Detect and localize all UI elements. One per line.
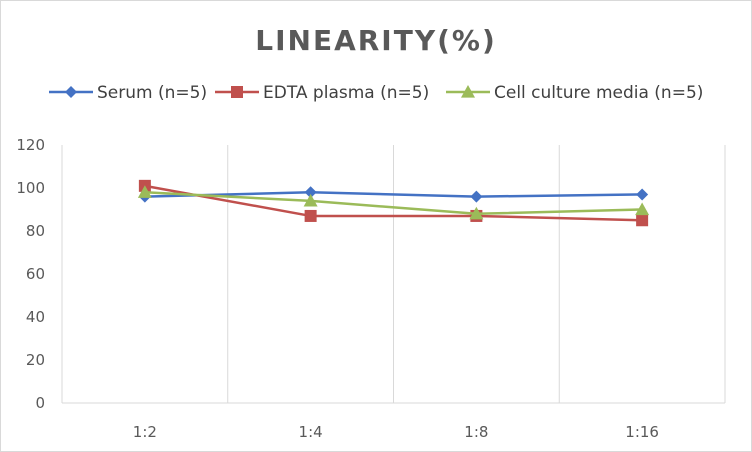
legend-item: Cell culture media (n=5) xyxy=(446,83,703,103)
x-tick-label: 1:2 xyxy=(133,423,157,441)
y-tick-label: 80 xyxy=(26,222,45,240)
chart-title: LINEARITY(%) xyxy=(255,24,497,57)
x-tick-label: 1:16 xyxy=(625,423,659,441)
grid xyxy=(61,145,726,404)
series-line xyxy=(144,191,643,216)
data-point xyxy=(304,209,317,222)
legend-label: Cell culture media (n=5) xyxy=(494,83,703,103)
legend-marker xyxy=(231,86,243,98)
data-point xyxy=(137,185,152,198)
x-tick-label: 1:8 xyxy=(464,423,488,441)
data-point xyxy=(303,193,318,207)
y-axis: 0 20 40 60 80 100 120 xyxy=(16,136,45,412)
series-group xyxy=(137,179,650,227)
legend-item: EDTA plasma (n=5) xyxy=(215,83,429,103)
legend-label: EDTA plasma (n=5) xyxy=(263,83,429,103)
legend-item: Serum (n=5) xyxy=(49,83,207,103)
data-point xyxy=(635,202,650,216)
y-tick-label: 60 xyxy=(26,265,45,283)
data-point xyxy=(469,206,484,220)
data-point xyxy=(636,214,649,227)
y-tick-label: 20 xyxy=(26,351,45,369)
legend-marker xyxy=(461,85,475,98)
data-point xyxy=(304,186,317,199)
legend-marker xyxy=(65,86,77,98)
x-axis: 1:2 1:4 1:8 1:16 xyxy=(133,423,659,441)
y-tick-label: 0 xyxy=(35,394,45,412)
legend: Serum (n=5) EDTA plasma (n=5) Cell culture… xyxy=(49,83,703,103)
series-triangle xyxy=(137,185,650,220)
legend-label: Serum (n=5) xyxy=(97,83,207,103)
y-tick-label: 40 xyxy=(26,308,45,326)
y-tick-label: 120 xyxy=(16,136,45,154)
y-tick-label: 100 xyxy=(16,179,45,197)
data-point xyxy=(470,190,483,203)
series-line xyxy=(144,191,643,198)
series-line xyxy=(144,184,643,222)
data-point xyxy=(636,188,649,201)
x-tick-label: 1:4 xyxy=(299,423,323,441)
